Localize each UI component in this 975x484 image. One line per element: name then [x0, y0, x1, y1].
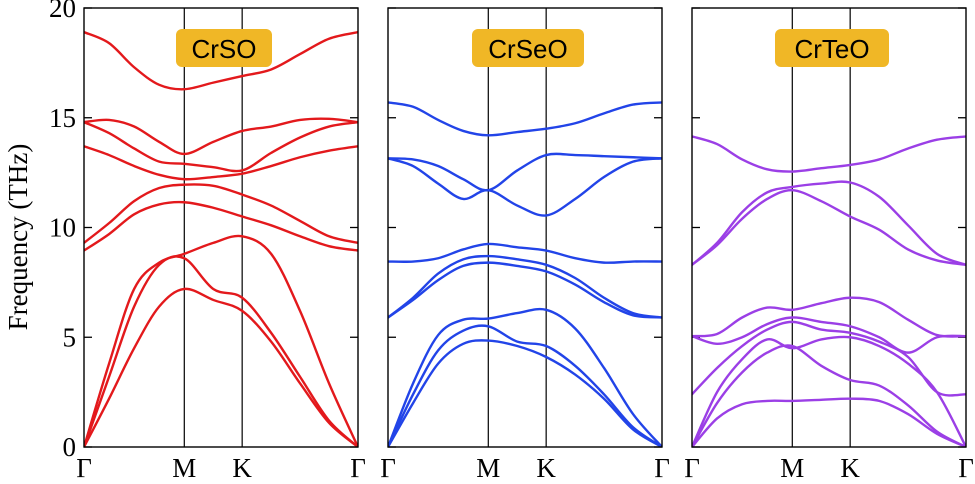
panel-frame	[387, 7, 663, 448]
y-tick-labels: 0 5 10 15 20	[49, 0, 76, 462]
phonon-band-2	[84, 117, 358, 156]
x-tick-label-gamma-start: Γ	[684, 453, 700, 483]
phonon-band-3	[84, 120, 358, 173]
phonon-band-3	[692, 188, 966, 267]
x-tick-label-k: K	[232, 453, 252, 483]
phonon-band-8	[84, 255, 358, 447]
x-tick-label-m: M	[476, 453, 500, 483]
phonon-band-5	[84, 183, 358, 245]
y-tick-label-5: 5	[63, 322, 77, 352]
phonon-band-7	[388, 307, 662, 447]
phonon-band-6	[388, 261, 662, 319]
phonon-band-5	[692, 316, 966, 354]
y-tick-label-10: 10	[49, 213, 76, 243]
phonon-band-2	[692, 180, 966, 267]
panel-crteo: Γ M K Γ CrTeO	[684, 7, 974, 483]
phonon-band-5	[388, 254, 662, 319]
chart-panels: Γ M K Γ CrSO Γ M K Γ CrSeO Γ M K Γ CrTeO	[76, 7, 974, 483]
phonon-bands	[388, 101, 662, 447]
x-tick-label-gamma-end: Γ	[958, 453, 974, 483]
y-tick-label-20: 20	[49, 0, 76, 23]
x-tick-label-gamma-start: Γ	[380, 453, 396, 483]
phonon-band-6	[692, 320, 966, 397]
phonon-band-6	[84, 200, 358, 252]
x-tick-label-gamma-start: Γ	[76, 453, 92, 483]
phonon-band-8	[692, 344, 966, 447]
x-tick-label-m: M	[172, 453, 196, 483]
phonon-band-9	[692, 397, 966, 447]
phonon-bands	[84, 30, 358, 447]
panel-frame	[83, 7, 359, 448]
phonon-band-2	[388, 152, 662, 192]
panel-crseo: Γ M K Γ CrSeO	[380, 7, 670, 483]
phonon-band-9	[84, 287, 358, 447]
y-axis-label: Frequency (THz)	[3, 144, 33, 331]
x-tick-label-k: K	[536, 453, 556, 483]
panel-frame	[691, 7, 967, 448]
x-tick-label-k: K	[840, 453, 860, 483]
phonon-band-4	[84, 145, 358, 181]
panel-title: CrSO	[192, 34, 257, 64]
phonon-band-4	[692, 296, 966, 338]
panel-title-badge	[176, 29, 272, 67]
phonon-bands	[692, 135, 966, 447]
phonon-band-9	[388, 339, 662, 447]
phonon-band-1	[692, 135, 966, 173]
x-tick-label-gamma-end: Γ	[654, 453, 670, 483]
panel-title-badge	[472, 29, 584, 67]
panel-title: CrTeO	[794, 34, 869, 64]
phonon-band-7	[692, 335, 966, 447]
x-tick-label-gamma-end: Γ	[350, 453, 366, 483]
phonon-band-4	[388, 242, 662, 264]
phonon-band-7	[84, 234, 358, 447]
phonon-band-1	[84, 30, 358, 91]
y-tick-label-0: 0	[63, 432, 77, 462]
phonon-band-8	[388, 324, 662, 447]
panel-title: CrSeO	[488, 34, 567, 64]
phonon-band-1	[388, 101, 662, 137]
x-tick-label-m: M	[780, 453, 804, 483]
y-tick-label-15: 15	[49, 103, 76, 133]
phonon-band-3	[388, 157, 662, 217]
panel-title-badge	[775, 29, 889, 67]
panel-crso: Γ M K Γ CrSO	[76, 7, 366, 483]
